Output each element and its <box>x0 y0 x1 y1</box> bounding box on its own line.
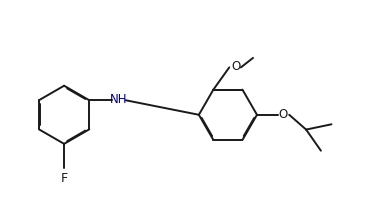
Text: O: O <box>279 108 288 121</box>
Text: NH: NH <box>110 93 128 106</box>
Text: O: O <box>231 60 240 73</box>
Text: F: F <box>60 172 68 185</box>
